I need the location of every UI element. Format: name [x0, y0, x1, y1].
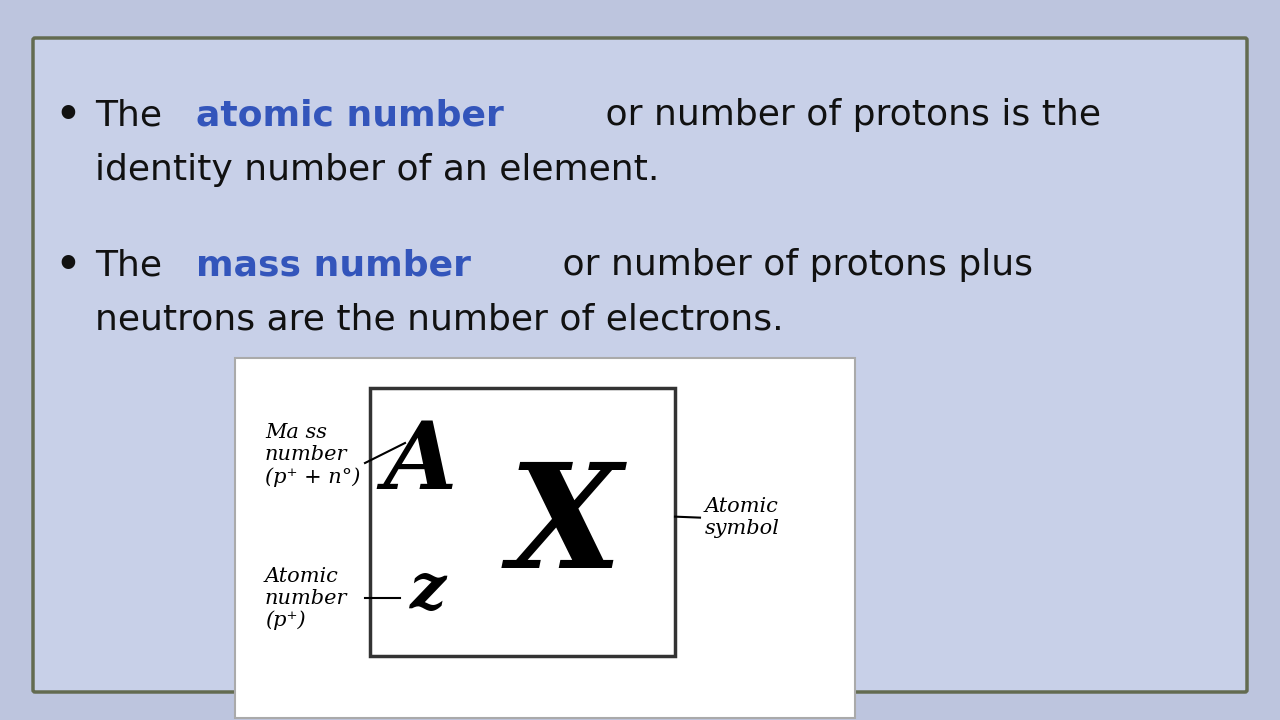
Text: or number of protons is the: or number of protons is the [594, 98, 1101, 132]
Text: •: • [55, 246, 81, 284]
Text: identity number of an element.: identity number of an element. [95, 153, 659, 187]
Text: Atomic: Atomic [265, 567, 339, 585]
Text: The: The [95, 98, 174, 132]
Text: X: X [508, 456, 622, 598]
Text: The: The [95, 248, 174, 282]
Text: number: number [265, 588, 347, 608]
Text: symbol: symbol [705, 519, 780, 538]
Text: (p⁺): (p⁺) [265, 610, 306, 630]
Text: A: A [383, 418, 457, 508]
Text: z: z [410, 560, 447, 622]
Text: mass number: mass number [196, 248, 471, 282]
Text: Atomic: Atomic [705, 497, 778, 516]
Text: neutrons are the number of electrons.: neutrons are the number of electrons. [95, 303, 783, 337]
Text: •: • [55, 96, 81, 134]
Text: or number of protons plus: or number of protons plus [552, 248, 1033, 282]
Text: Ma ss: Ma ss [265, 423, 326, 443]
Bar [370, 388, 675, 656]
Text: (p⁺ + n°): (p⁺ + n°) [265, 467, 361, 487]
Text: number: number [265, 446, 347, 464]
Text: atomic number: atomic number [196, 98, 504, 132]
FancyBboxPatch shape [33, 38, 1247, 692]
Bar [236, 358, 855, 718]
